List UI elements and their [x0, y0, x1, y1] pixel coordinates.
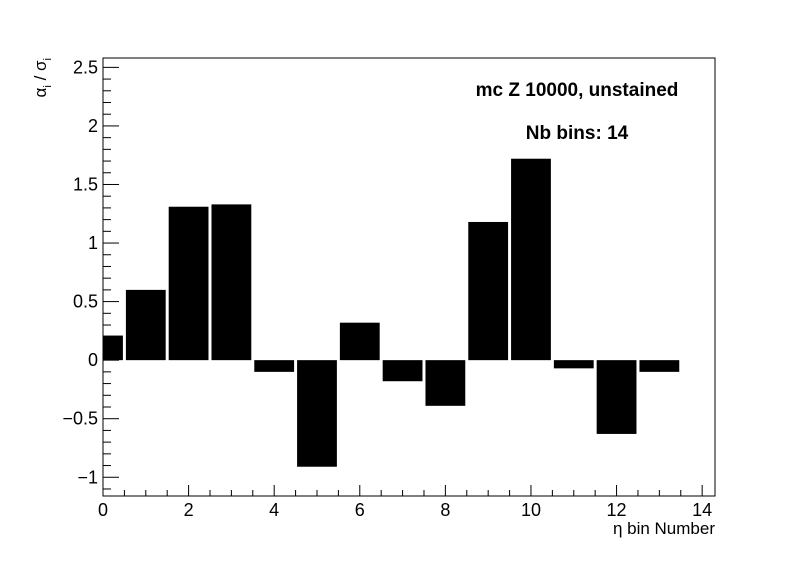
x-tick-label: 4	[269, 500, 279, 520]
y-axis-title-sub1: i	[42, 85, 54, 87]
y-tick-label: 2	[88, 116, 98, 136]
bar-6	[339, 322, 380, 361]
bar-4	[254, 360, 295, 372]
bar-1	[125, 289, 166, 361]
y-tick-label: −1	[77, 467, 98, 487]
axes-group: 0 2 4 6 8 10 12 14 −1 −0.5 0 0.5 1 1.5 2 2.5	[62, 57, 712, 520]
x-axis-title: η bin Number	[613, 519, 715, 538]
y-tick-label: 1.5	[73, 174, 98, 194]
plot-frame	[102, 57, 716, 497]
y-tick-label: 1	[88, 233, 98, 253]
x-tick-label: 12	[607, 500, 627, 520]
bar-0	[103, 335, 123, 361]
y-axis-title-sigma: σ	[31, 60, 50, 71]
svg-text:αi / σi: αi / σi	[31, 58, 54, 97]
y-axis-title-slash: /	[31, 75, 50, 80]
bar-11	[553, 360, 594, 369]
annotation-title: mc Z 10000, unstained	[476, 80, 679, 101]
x-tick-label: 2	[184, 500, 194, 520]
y-tick-label: 0.5	[73, 292, 98, 312]
bar-12	[596, 360, 637, 434]
y-tick-label: 2.5	[73, 57, 98, 77]
bar-9	[468, 221, 509, 361]
y-axis-title-sub2: i	[42, 58, 54, 60]
bar-2	[168, 206, 209, 361]
bar-13	[639, 360, 680, 372]
x-tick-label: 6	[355, 500, 365, 520]
bar-5	[297, 360, 337, 467]
bar-3	[211, 204, 252, 361]
y-tick-label: 0	[88, 350, 98, 370]
bars-group	[103, 158, 680, 467]
bar-7	[382, 360, 423, 382]
x-tick-label: 8	[440, 500, 450, 520]
bar-10	[511, 158, 551, 361]
y-axis-title-alpha: α	[31, 87, 50, 97]
y-tick-label: −0.5	[62, 409, 98, 429]
x-tick-label: 10	[521, 500, 541, 520]
bar-8	[425, 360, 466, 406]
y-axis-title: αi / σi	[31, 58, 54, 97]
annotation-nbins: Nb bins: 14	[526, 123, 629, 144]
x-tick-label: 14	[692, 500, 712, 520]
x-tick-label: 0	[98, 500, 108, 520]
